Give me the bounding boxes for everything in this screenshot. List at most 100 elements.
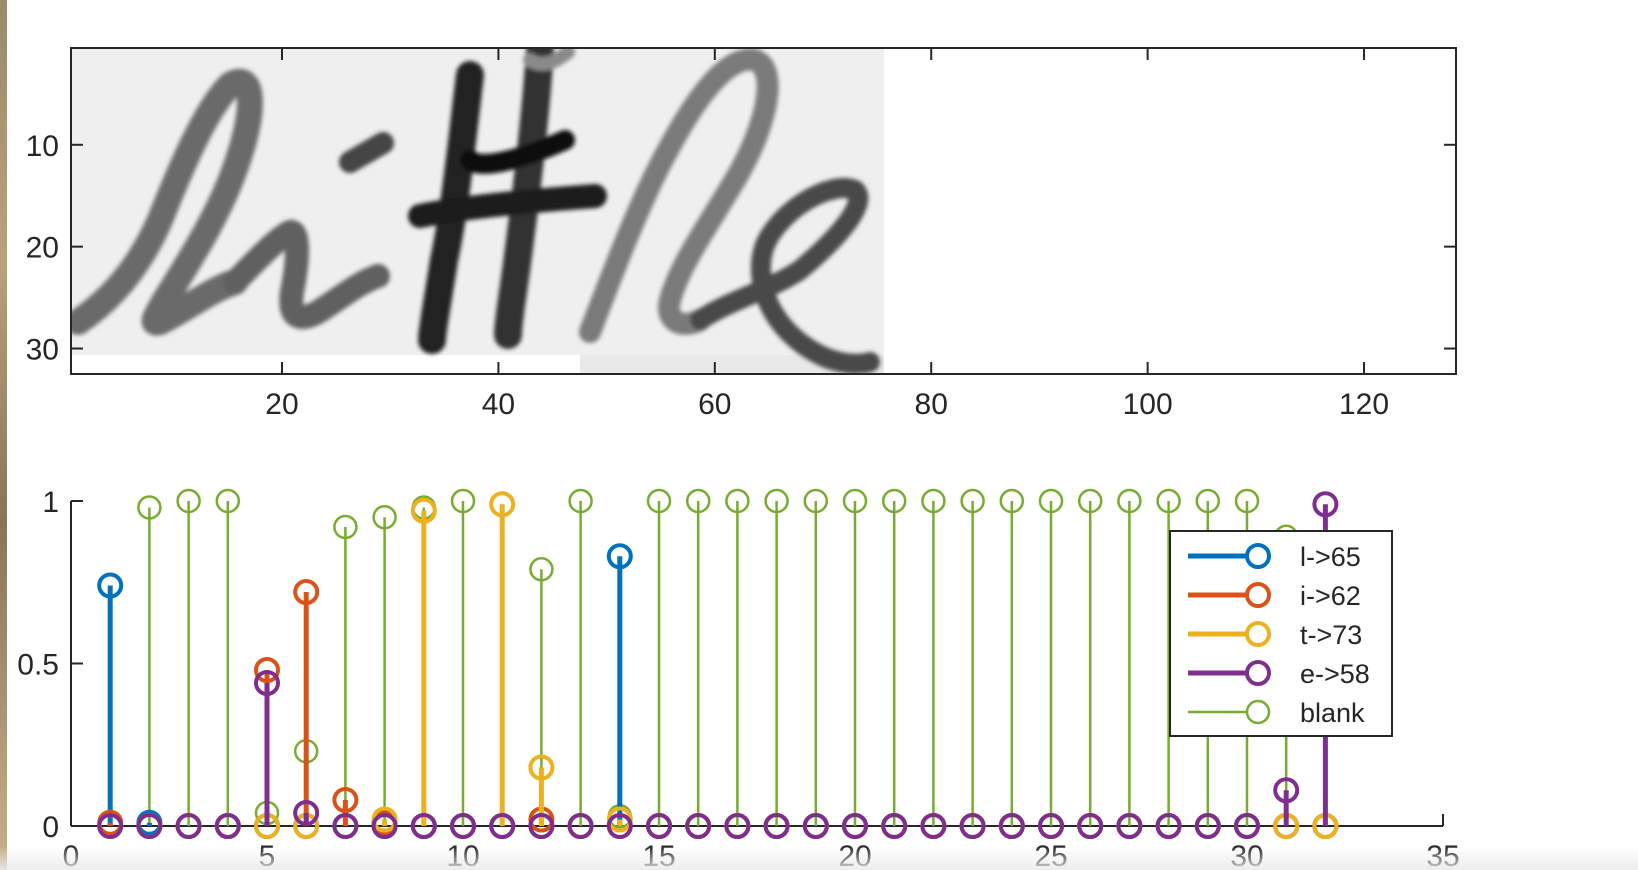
image-axes: 20 40 60 80 100 120 10 20 30 [26,47,1457,421]
stem-marker [254,670,280,696]
stem-marker [293,579,320,605]
stem-ytick-label: 0.5 [17,649,59,682]
legend-entry: blank [1188,698,1365,728]
stem-marker [1234,813,1260,839]
stem-marker [764,488,789,514]
legend-entry: l->65 [1188,542,1361,572]
image-ytick-label: 10 [26,130,59,163]
stem-marker [999,488,1025,514]
stem-marker [214,813,241,839]
legend-label: i->62 [1300,581,1361,611]
stem-marker [921,488,946,514]
stem-marker [685,488,711,514]
stem-series-group [97,488,1339,839]
stem-marker [685,813,712,839]
stroke-t-bar [408,184,607,228]
image-xtick-label: 60 [698,388,731,421]
stem-marker [568,488,593,514]
stem-marker [606,543,633,570]
stem-marker [489,813,516,839]
stem-marker [489,491,516,518]
legend-marker [1245,660,1271,686]
stem-marker [528,754,555,781]
stem-xtick-label: 35 [1426,840,1459,870]
stem-marker [1038,488,1064,514]
stem-marker [1038,813,1064,839]
stem-marker [332,813,359,839]
stem-marker [998,813,1025,839]
stem-marker [724,813,751,839]
stem-xtick-label: 25 [1034,840,1067,870]
image-xtick-label: 100 [1123,388,1173,421]
stem-xtick-label: 0 [63,840,80,870]
stroke-ll [579,48,779,343]
stem-marker [332,787,359,813]
stem-marker [646,488,672,514]
stem-marker [215,488,241,514]
stem-marker [293,800,320,826]
stem-marker [1116,813,1143,839]
stem-xtick-label: 30 [1230,840,1263,870]
stem-marker [1156,488,1181,514]
stem-xtick-label: 20 [838,840,871,870]
legend-marker [1245,582,1271,608]
stem-marker [959,813,986,839]
stem-marker [410,813,437,839]
stroke-t2 [494,48,554,349]
stem-axes: 0 5 10 15 20 25 30 35 0 0.5 1 l->65 i->62 t->73 e->58… [17,486,1459,870]
image-ytick-label: 20 [26,232,59,265]
stem-marker [725,488,750,514]
stem-marker [175,813,202,839]
image-axes-ticks: 20 40 60 80 100 120 10 20 30 [26,48,1456,421]
image-axes-box [70,47,1457,375]
legend-marker [1245,699,1271,725]
stem-marker [1194,813,1221,839]
stem-marker [606,813,633,839]
stem-xtick-label: 10 [446,840,479,870]
stem-marker [763,813,790,839]
legend-entry: e->58 [1188,659,1370,689]
stem-series-e--58 [97,491,1339,839]
legend-label: e->58 [1300,659,1370,689]
handwriting-image [71,48,884,374]
stroke-e [690,178,880,374]
stem-marker [646,813,672,839]
stem-ytick-label: 1 [42,486,59,519]
stem-marker [176,488,201,514]
stem-marker [528,813,555,839]
stem-marker [136,813,163,839]
stem-marker [842,813,868,839]
image-blank-lower [71,355,580,374]
stem-ytick-label: 0 [42,811,59,844]
stem-marker [1312,491,1339,518]
stem-marker [254,657,280,683]
stem-marker [371,813,398,839]
stem-marker [450,813,476,839]
stem-marker [881,488,907,514]
stem-marker [1195,488,1221,514]
image-ytick-label: 30 [26,334,59,367]
image-xtick-label: 40 [482,388,515,421]
legend-marker [1245,543,1271,569]
stem-marker [1273,777,1300,804]
legend-entry: i->62 [1188,581,1361,611]
legend-label: blank [1300,698,1365,728]
stem-series-t--73 [97,491,1339,839]
stem-marker [1077,488,1103,514]
left-window-edge [0,0,7,870]
stem-marker [372,505,397,530]
stroke-l [71,68,263,336]
stem-marker [410,497,437,524]
stem-marker [842,488,868,514]
stem-xtick-label: 15 [642,840,675,870]
stroke-t-dark [460,130,575,174]
stem-marker [802,813,829,839]
stem-marker [137,495,162,520]
stroke-t1 [418,61,484,354]
stem-series-i--62 [97,579,1339,839]
legend: l->65 i->62 t->73 e->58 blank [1169,530,1393,737]
stem-marker [1155,813,1182,839]
image-xtick-label: 120 [1339,388,1389,421]
stroke-dot [339,132,394,173]
